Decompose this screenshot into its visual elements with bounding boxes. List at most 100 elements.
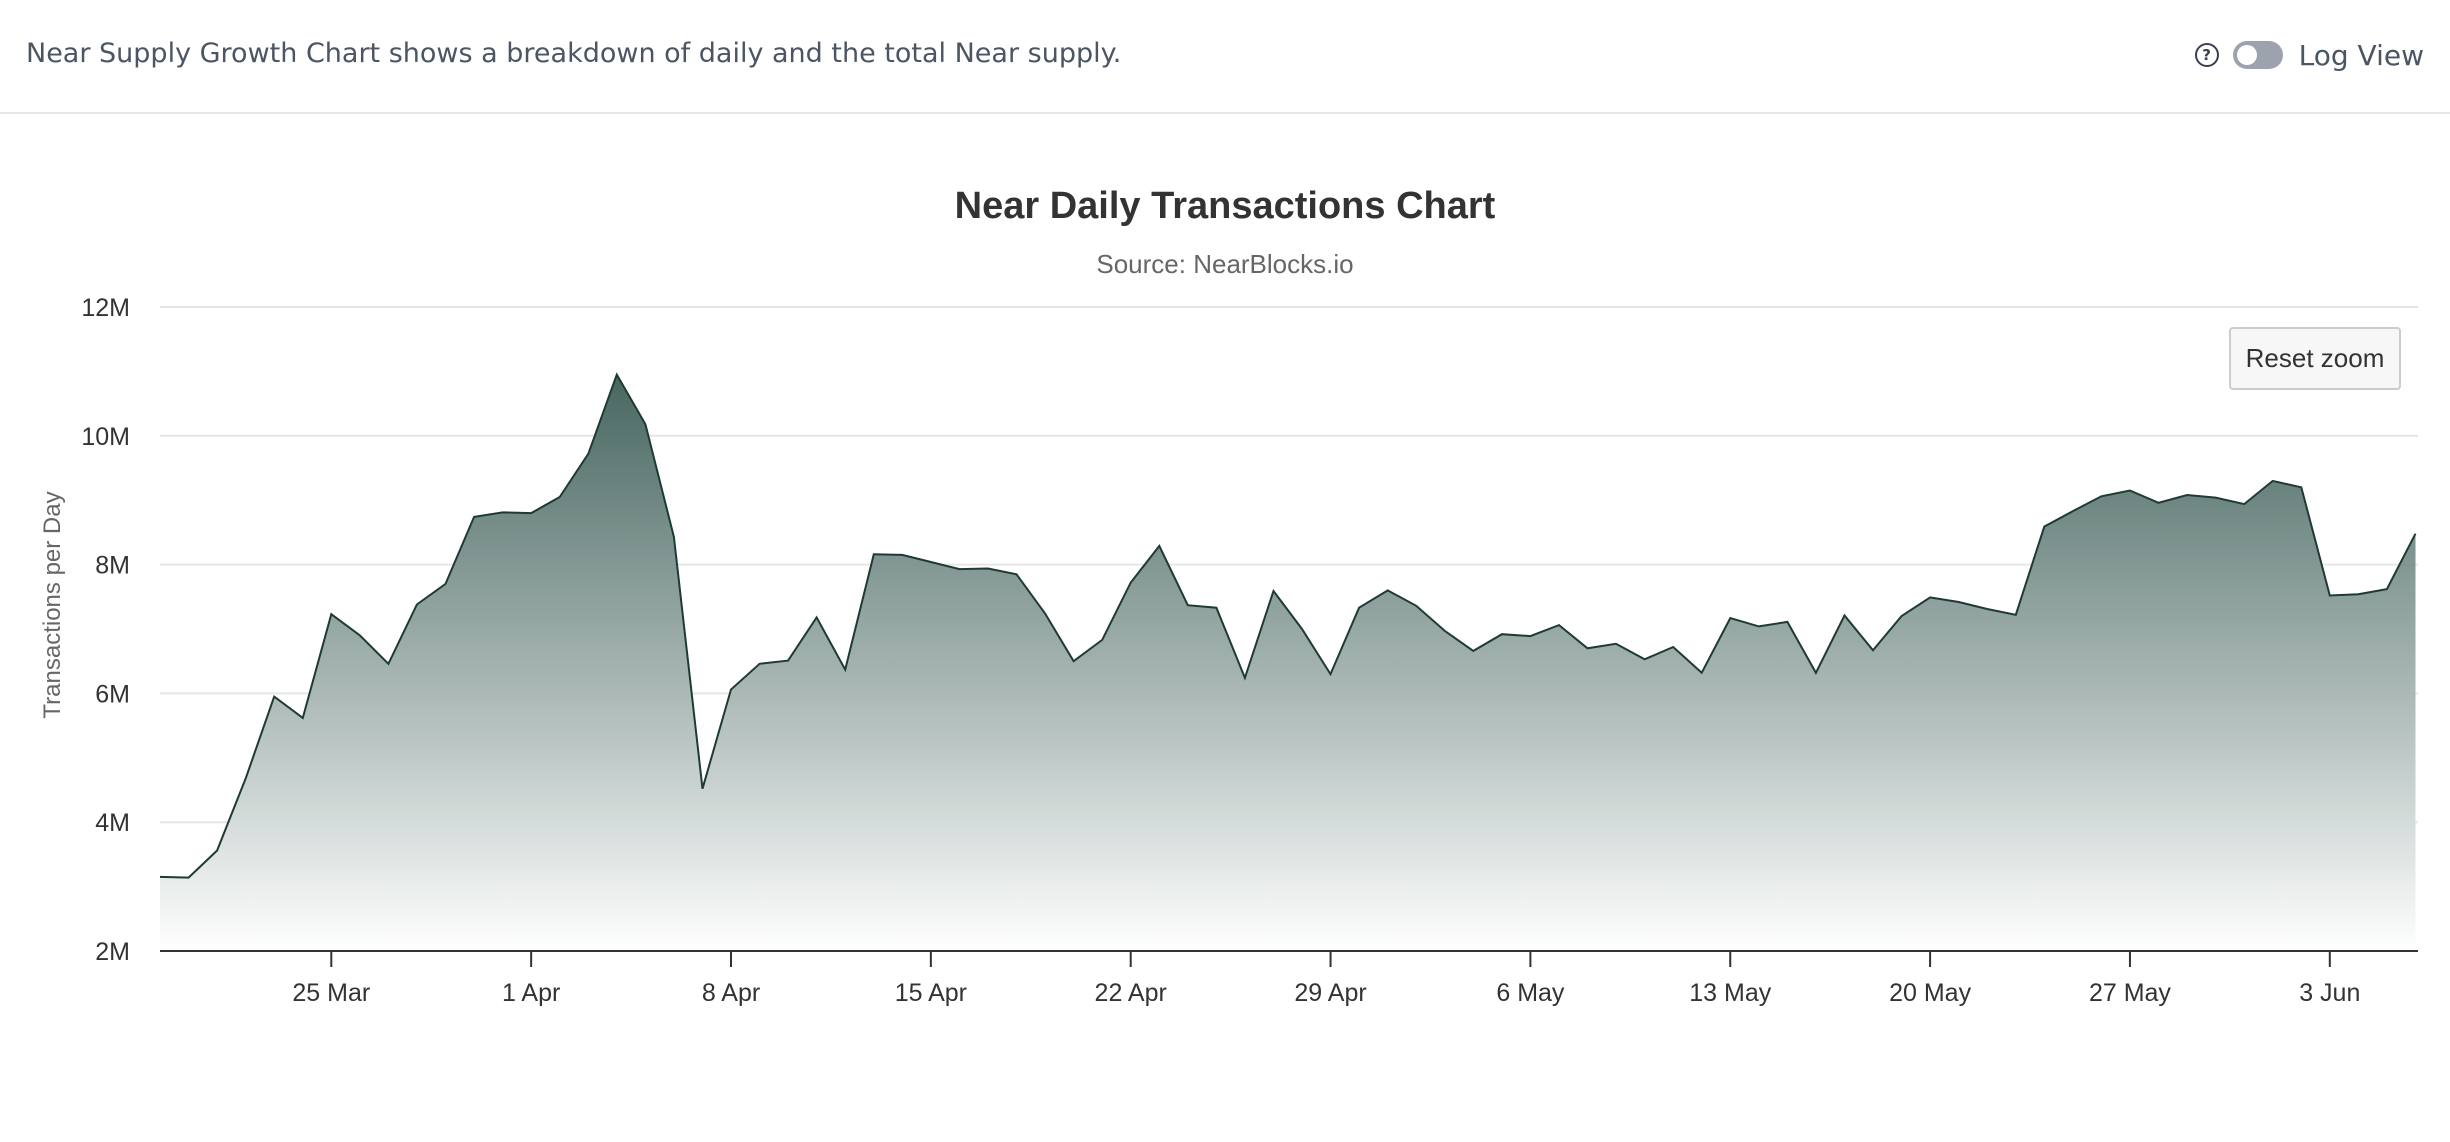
data-point — [242, 774, 250, 782]
y-tick-label: 4M — [95, 809, 130, 837]
data-point — [984, 565, 992, 573]
data-point — [841, 666, 849, 674]
data-point — [442, 580, 450, 588]
data-point — [756, 660, 764, 668]
chart-description: Near Supply Growth Chart shows a breakdo… — [26, 38, 1122, 69]
data-point — [613, 371, 621, 379]
data-point — [1526, 632, 1534, 640]
series-area — [160, 374, 2416, 952]
data-point — [670, 533, 678, 541]
data-point — [813, 613, 821, 621]
data-point — [2297, 483, 2305, 491]
data-point — [1869, 646, 1877, 654]
y-tick-label: 6M — [95, 680, 130, 708]
data-point — [699, 785, 707, 793]
y-axis-title: Transactions per Day — [39, 491, 66, 718]
data-point — [1155, 542, 1163, 550]
data-point — [2155, 499, 2163, 507]
data-point — [1013, 570, 1021, 578]
data-point — [1212, 604, 1220, 612]
x-tick-label: 20 May — [1889, 979, 1971, 1007]
x-tick-label: 27 May — [2089, 979, 2171, 1007]
data-point — [1098, 636, 1106, 644]
data-point — [1241, 674, 1249, 682]
data-point — [327, 610, 335, 618]
series-line — [159, 372, 2417, 879]
data-point — [470, 513, 478, 521]
data-point — [1983, 605, 1991, 613]
data-point — [1926, 593, 1934, 601]
x-tick-label: 22 Apr — [1095, 979, 1167, 1007]
log-view-toggle[interactable] — [2232, 41, 2283, 69]
data-point — [584, 450, 592, 458]
data-point — [384, 660, 392, 668]
x-axis: 25 Mar 1 Apr 8 Apr 15 Apr 22 Apr 29 Apr 6 May 1… — [292, 951, 2360, 1007]
header-controls: ? Log View — [2194, 34, 2424, 76]
data-point — [1584, 644, 1592, 652]
x-tick-label: 1 Apr — [502, 979, 560, 1007]
data-point — [784, 657, 792, 665]
data-point — [1498, 630, 1506, 638]
data-point — [156, 873, 164, 881]
data-point — [413, 601, 421, 609]
data-point — [898, 551, 906, 559]
data-point — [2012, 611, 2020, 619]
data-point — [2269, 477, 2277, 485]
data-point — [2412, 530, 2420, 538]
data-point — [1412, 602, 1420, 610]
x-tick-label: 25 Mar — [292, 979, 370, 1007]
data-point — [2354, 590, 2362, 598]
data-point — [1698, 669, 1706, 677]
y-axis: 2M 4M 6M 8M 10M 12M — [81, 294, 130, 966]
data-point — [299, 714, 307, 722]
data-point — [2383, 585, 2391, 593]
data-point — [1841, 612, 1849, 620]
x-tick-label: 13 May — [1689, 979, 1771, 1007]
data-point — [527, 509, 535, 517]
data-point — [1355, 604, 1363, 612]
data-point — [2040, 523, 2048, 531]
x-tick-label: 15 Apr — [895, 979, 967, 1007]
data-point — [2097, 492, 2105, 500]
data-point — [1298, 625, 1306, 633]
data-point — [2326, 592, 2334, 600]
x-tick-label: 3 Jun — [2299, 979, 2360, 1007]
reset-zoom-label: Reset zoom — [2246, 343, 2385, 373]
data-point — [1612, 640, 1620, 648]
data-point — [499, 508, 507, 516]
data-point — [1641, 655, 1649, 663]
log-view-label: Log View — [2298, 38, 2424, 72]
data-point — [1441, 627, 1449, 635]
data-point — [213, 847, 221, 855]
data-point — [870, 550, 878, 558]
data-point — [1270, 587, 1278, 595]
data-point — [1041, 610, 1049, 618]
y-tick-label: 10M — [81, 423, 130, 451]
y-tick-label: 8M — [95, 552, 130, 580]
x-tick-label: 29 Apr — [1294, 979, 1366, 1007]
x-tick-label: 8 Apr — [702, 979, 760, 1007]
data-point — [1469, 647, 1477, 655]
x-tick-label: 6 May — [1496, 979, 1565, 1007]
toggle-knob — [2236, 45, 2257, 65]
question-circle-icon[interactable]: ? — [2194, 43, 2219, 67]
data-point — [1555, 621, 1563, 629]
data-point — [1384, 586, 1392, 594]
data-point — [270, 693, 278, 701]
data-point — [1669, 643, 1677, 651]
data-point — [1327, 670, 1335, 678]
data-point — [185, 874, 193, 882]
data-point — [2212, 494, 2220, 502]
y-tick-label: 2M — [95, 938, 130, 966]
data-point — [2069, 507, 2077, 515]
page-header: Near Supply Growth Chart shows a breakdo… — [0, 0, 2450, 114]
data-point — [1726, 614, 1734, 622]
data-point — [1783, 618, 1791, 626]
reset-zoom-button[interactable]: Reset zoom — [2229, 327, 2401, 390]
daily-transactions-chart: 25 Mar 1 Apr 8 Apr 15 Apr 22 Apr 29 Apr 6 May 1… — [39, 185, 2420, 1007]
data-point — [955, 565, 963, 573]
data-point — [2240, 500, 2248, 508]
chart-subtitle: Source: NearBlocks.io — [1096, 249, 1353, 279]
data-point — [1755, 622, 1763, 630]
data-point — [1070, 657, 1078, 665]
